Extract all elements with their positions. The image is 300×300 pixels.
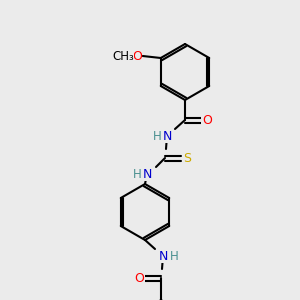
- Text: N: N: [162, 130, 172, 142]
- Text: H: H: [153, 130, 161, 143]
- Text: CH₃: CH₃: [112, 50, 134, 62]
- Text: O: O: [134, 272, 144, 284]
- Text: O: O: [132, 50, 142, 62]
- Text: S: S: [183, 152, 191, 164]
- Text: H: H: [133, 169, 141, 182]
- Text: H: H: [169, 250, 178, 263]
- Text: O: O: [202, 113, 212, 127]
- Text: N: N: [142, 167, 152, 181]
- Text: N: N: [158, 250, 168, 262]
